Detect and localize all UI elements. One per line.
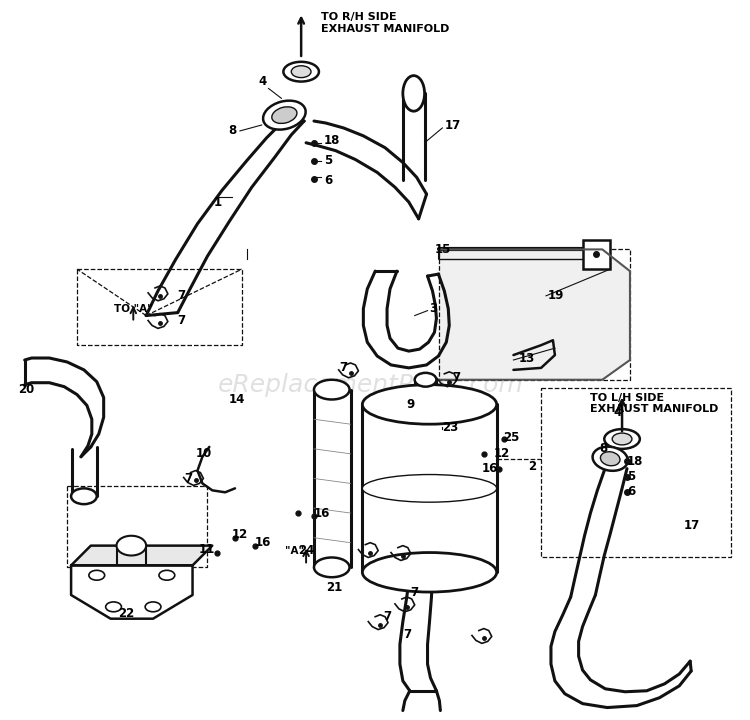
Ellipse shape (604, 429, 640, 449)
Text: 18: 18 (324, 135, 340, 148)
Text: 8: 8 (229, 125, 237, 138)
Text: 17: 17 (683, 519, 700, 532)
Text: 7: 7 (383, 611, 392, 624)
Ellipse shape (159, 570, 175, 580)
Ellipse shape (612, 433, 632, 445)
Ellipse shape (362, 474, 496, 502)
Text: 7: 7 (178, 314, 186, 327)
Text: 18: 18 (627, 455, 644, 468)
Ellipse shape (263, 101, 306, 130)
Text: 7: 7 (403, 628, 411, 641)
Text: 10: 10 (196, 447, 212, 460)
Text: 6: 6 (627, 485, 635, 498)
Ellipse shape (106, 602, 122, 612)
Text: 12: 12 (494, 447, 510, 460)
Ellipse shape (272, 107, 297, 123)
Ellipse shape (592, 446, 628, 471)
Polygon shape (71, 546, 212, 565)
Text: 22: 22 (118, 607, 134, 620)
Text: 7: 7 (340, 361, 347, 374)
Text: eReplacementParts.com: eReplacementParts.com (217, 373, 524, 397)
Text: 8: 8 (599, 442, 608, 455)
Text: 16: 16 (255, 536, 271, 549)
Text: 4: 4 (258, 75, 266, 88)
Text: 16: 16 (314, 507, 330, 520)
Text: 17: 17 (444, 120, 460, 132)
Polygon shape (440, 249, 630, 379)
Text: 24: 24 (298, 544, 314, 557)
Text: TO "A": TO "A" (113, 304, 152, 314)
Text: 13: 13 (518, 351, 535, 364)
Text: 12: 12 (232, 528, 248, 541)
Text: TO R/H SIDE
EXHAUST MANIFOLD: TO R/H SIDE EXHAUST MANIFOLD (321, 12, 449, 34)
Ellipse shape (314, 557, 350, 577)
Text: 5: 5 (324, 154, 332, 167)
Text: 6: 6 (324, 174, 332, 186)
Ellipse shape (71, 488, 97, 504)
Text: 25: 25 (503, 431, 520, 444)
Text: 4: 4 (614, 406, 622, 419)
Ellipse shape (146, 602, 161, 612)
Ellipse shape (291, 66, 311, 78)
Ellipse shape (362, 384, 496, 424)
Ellipse shape (362, 552, 496, 592)
Text: 5: 5 (627, 470, 635, 483)
Ellipse shape (88, 570, 105, 580)
Ellipse shape (403, 76, 424, 111)
Text: 19: 19 (548, 289, 564, 302)
Text: 9: 9 (406, 398, 415, 411)
Ellipse shape (284, 62, 319, 81)
Text: 11: 11 (199, 543, 215, 556)
Text: 14: 14 (229, 393, 244, 406)
Text: 7: 7 (452, 372, 460, 384)
Polygon shape (71, 565, 193, 618)
Text: 2: 2 (528, 460, 536, 473)
Text: "A": "A" (285, 546, 304, 556)
Text: 3: 3 (430, 302, 438, 315)
Text: 1: 1 (214, 196, 222, 209)
Text: TO L/H SIDE
EXHAUST MANIFOLD: TO L/H SIDE EXHAUST MANIFOLD (590, 392, 718, 414)
Text: 7: 7 (178, 289, 186, 302)
Bar (583, 240, 610, 269)
Text: 15: 15 (434, 243, 451, 256)
Text: 7: 7 (410, 585, 418, 598)
Ellipse shape (601, 451, 620, 466)
Ellipse shape (116, 536, 146, 556)
Text: 21: 21 (326, 580, 342, 593)
Ellipse shape (314, 379, 350, 400)
Ellipse shape (415, 373, 436, 387)
Text: 7: 7 (184, 472, 193, 485)
Text: 23: 23 (442, 420, 458, 433)
Text: 20: 20 (18, 383, 34, 396)
Text: 16: 16 (482, 462, 498, 475)
